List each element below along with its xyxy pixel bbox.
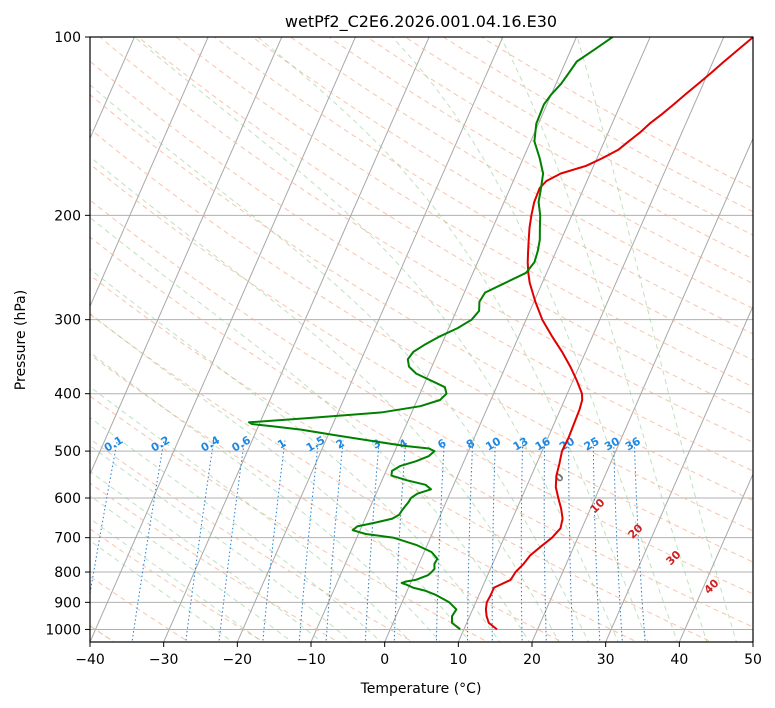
isotherm-line — [384, 37, 651, 642]
dry-adiabat-line — [289, 37, 753, 310]
moist-adiabat-line — [257, 37, 649, 642]
dry-adiabat-line — [137, 37, 753, 415]
mixing-ratio-line — [185, 440, 215, 642]
x-tick-label: 20 — [523, 652, 541, 668]
y-tick-label: 800 — [54, 565, 81, 581]
plot-area: -100-90-80-70-60-50-40-30-20-10 01020304… — [90, 37, 753, 642]
x-tick-label: −10 — [296, 652, 326, 668]
moist-adiabat-line — [90, 312, 471, 642]
y-tick-label: 600 — [54, 491, 81, 507]
moist-adiabat-line — [90, 351, 442, 642]
moist-adiabat-line — [391, 37, 678, 642]
mixing-ratio-line — [298, 440, 319, 642]
dry-adiabat-line — [90, 128, 753, 532]
x-tick-label: −20 — [223, 652, 253, 668]
mixing-ratio-lines — [90, 440, 646, 642]
mixing-ratio-line — [393, 440, 407, 642]
y-tick-label: 1000 — [45, 622, 81, 638]
dry-adiabat-line — [90, 199, 753, 595]
mixing-ratio-line — [491, 440, 496, 642]
moist-adiabat-line — [134, 37, 619, 642]
temperature-profile-line — [484, 37, 753, 631]
isotherm-line — [678, 472, 753, 642]
mixing-ratio-line — [131, 440, 165, 642]
dry-adiabat-line — [90, 482, 340, 642]
isotherm-gridlines — [90, 37, 753, 642]
mixing-ratio-line — [543, 440, 547, 642]
mixing-ratio-line — [218, 440, 245, 642]
x-tick-label: 40 — [670, 652, 688, 668]
moist-adiabat-line — [90, 444, 353, 642]
y-tick-label: 300 — [54, 313, 81, 329]
x-tick-label: −30 — [149, 652, 179, 668]
mixing-ratio-line — [520, 440, 524, 642]
y-axis-label: Pressure (hPa) — [13, 290, 29, 390]
moist-adiabat-line — [90, 416, 382, 642]
y-axis: 100 200 300 400 500 600 700 800 900 1000 — [45, 30, 90, 638]
mixing-ratio-line — [262, 440, 286, 642]
dry-adiabat-line — [90, 438, 414, 642]
x-axis-label: Temperature (°C) — [360, 681, 482, 697]
moist-adiabat-line — [90, 84, 590, 642]
y-tick-label: 100 — [54, 30, 81, 46]
dewpoint-profile-line — [248, 37, 614, 631]
dry-adiabat-line — [90, 274, 713, 642]
x-tick-label: 0 — [380, 652, 389, 668]
dry-adiabats — [90, 37, 753, 642]
mixing-ratio-line — [325, 440, 344, 642]
moist-adiabat-line — [500, 37, 708, 642]
y-tick-label: 500 — [54, 444, 81, 460]
dry-adiabat-line — [213, 37, 753, 361]
isotherm-line — [605, 304, 753, 642]
dry-adiabat-line — [90, 94, 753, 502]
moist-adiabat-line — [90, 156, 560, 642]
mixing-ratio-line — [435, 440, 445, 642]
y-tick-label: 700 — [54, 531, 81, 547]
x-tick-label: −40 — [75, 652, 105, 668]
isotherm-line — [531, 137, 753, 642]
mixing-ratio-line — [592, 440, 601, 642]
x-tick-label: 30 — [597, 652, 615, 668]
x-tick-label: 10 — [449, 652, 467, 668]
isotherm-line — [90, 37, 357, 642]
x-tick-label: 50 — [744, 652, 762, 668]
mixing-ratio-line — [364, 440, 380, 642]
x-axis: −40 −30 −20 −10 0 10 20 30 40 50 — [75, 642, 762, 668]
moist-adiabat-line — [90, 540, 234, 642]
isotherm-line — [90, 37, 283, 476]
moist-adiabat-line — [90, 470, 323, 642]
chart-title: wetPf2_C2E6.2026.001.04.16.E30 — [285, 12, 557, 32]
mixing-ratio-line — [633, 440, 646, 642]
y-tick-label: 200 — [54, 208, 81, 224]
isotherm-line — [163, 37, 430, 642]
dry-adiabat-line — [90, 60, 753, 472]
mixing-ratio-line — [467, 440, 474, 642]
mixing-ratio-line — [613, 440, 623, 642]
moist-adiabat-line — [90, 216, 531, 642]
isotherm-line — [90, 37, 209, 308]
isotherm-line — [90, 37, 136, 140]
y-tick-label: 400 — [54, 387, 81, 403]
sounding-profiles — [248, 37, 753, 631]
moist-adiabats — [90, 37, 738, 642]
dry-adiabat-line — [90, 236, 753, 628]
y-tick-label: 900 — [54, 595, 81, 611]
plot-frame — [89, 36, 754, 643]
mixing-ratio-line — [568, 440, 574, 642]
dry-adiabat-line — [90, 353, 564, 642]
